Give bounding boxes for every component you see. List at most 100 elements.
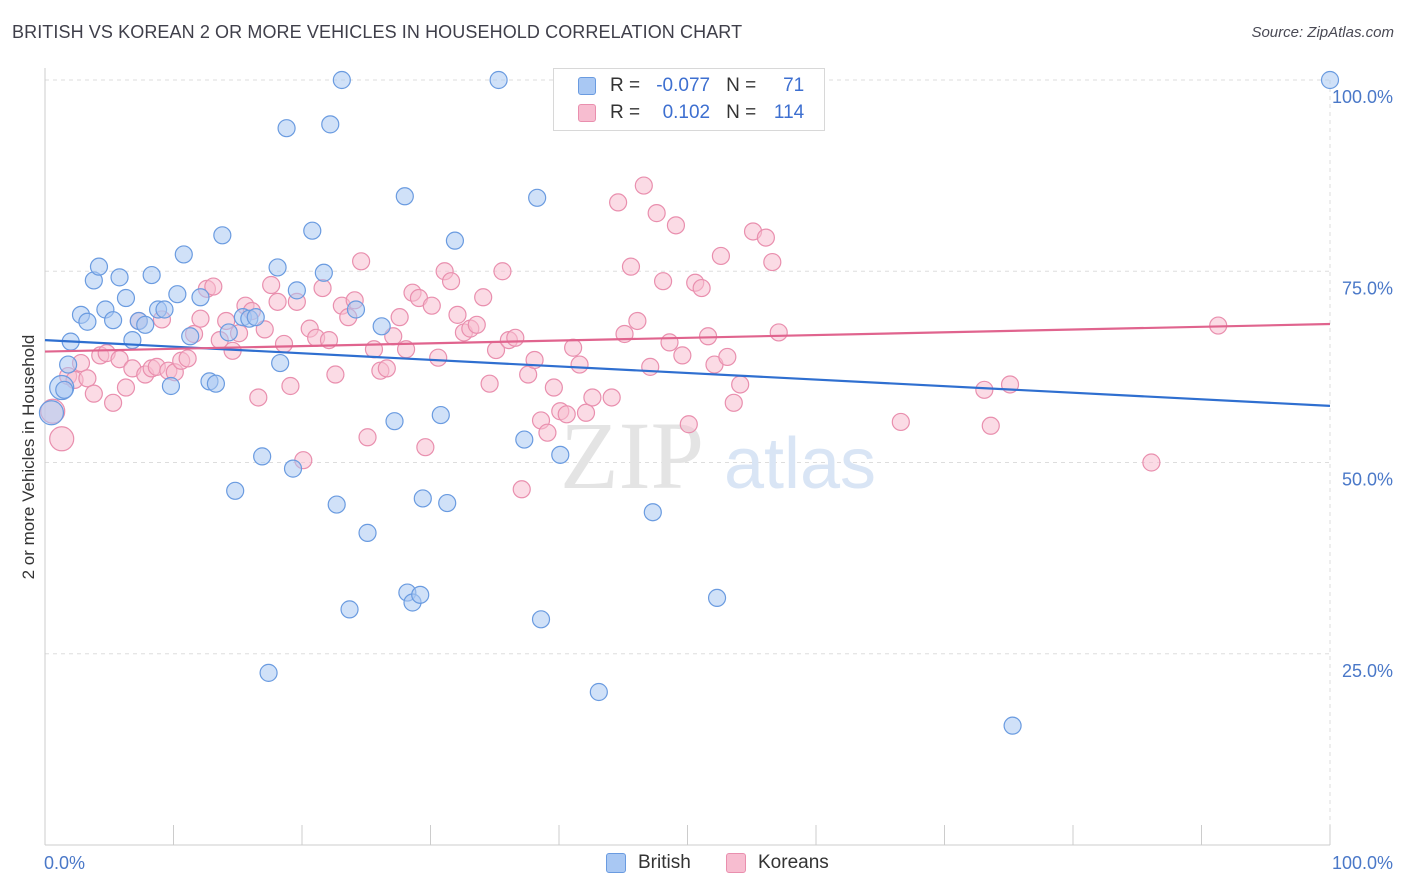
point-british [283,459,303,478]
legend-swatch-british [606,853,626,873]
point-koreans [557,405,576,424]
point-koreans [653,272,673,291]
point-british [89,257,109,276]
point-koreans [255,320,274,339]
point-koreans [358,428,377,447]
point-koreans [506,328,525,347]
point-koreans [628,311,647,331]
point-british [303,221,322,240]
x-tick-label-max: 100.0% [1332,853,1393,873]
point-british [287,281,306,300]
point-british [346,300,366,319]
point-koreans [474,288,493,307]
point-british [531,610,551,629]
point-british [168,285,187,304]
point-koreans [891,412,910,432]
watermark: ZIP atlas [560,402,876,509]
point-koreans [538,423,557,442]
point-british [411,585,430,604]
point-british [643,503,662,522]
point-koreans [49,426,75,452]
point-british [332,70,351,90]
legend-label-koreans: Koreans [758,852,829,873]
point-koreans [544,378,563,397]
y-tick-label: 25.0% [1342,661,1393,681]
correlation-legend: R = -0.077 N = 71 R = 0.102 N = 114 [553,68,825,131]
point-british [372,317,391,336]
point-koreans [769,323,788,342]
point-british [277,119,296,138]
source-label: Source: ZipAtlas.com [1251,24,1394,41]
point-british [174,245,193,264]
point-koreans [84,384,103,403]
point-koreans [281,376,300,396]
x-tick-label-min: 0.0% [44,853,85,873]
y-tick-label: 100.0% [1332,87,1393,107]
legend-row-british: R = -0.077 N = 71 [578,73,804,99]
point-british [589,682,608,702]
point-koreans [493,262,512,281]
point-british [1003,716,1022,735]
point-koreans [262,275,281,295]
legend-row-koreans: R = 0.102 N = 114 [578,100,804,126]
trend-line-british [44,339,1331,407]
point-british [413,489,432,508]
n-value: 114 [773,102,805,123]
point-koreans [634,176,653,195]
point-koreans [609,193,628,212]
point-koreans [78,369,97,388]
point-british [321,115,340,134]
point-koreans [692,278,711,298]
series-legend: British Koreans [0,852,1406,878]
point-british [110,268,129,287]
point-koreans [621,257,641,276]
point-british [123,331,142,350]
point-british [226,481,245,500]
point-koreans [204,277,223,296]
point-koreans [448,305,467,324]
legend-label-british: British [638,852,691,873]
point-british [489,70,508,90]
point-koreans [313,278,332,298]
point-koreans [583,388,602,407]
legend-item-british: British [606,852,691,874]
point-koreans [480,374,499,393]
point-british [515,430,534,449]
point-koreans [981,416,1000,435]
point-british [551,445,570,464]
point-koreans [467,315,486,334]
point-british [395,187,414,206]
point-koreans [975,380,994,399]
point-koreans [711,246,731,266]
r-label: R = [610,102,641,123]
point-british [206,374,226,393]
point-koreans [724,393,743,412]
point-british [1320,70,1340,90]
legend-swatch-koreans [726,853,746,873]
point-koreans [602,388,621,407]
point-british [142,265,161,285]
point-koreans [647,204,666,223]
point-british [161,376,181,396]
point-koreans [422,296,441,315]
point-british [445,231,465,250]
point-koreans [326,365,345,384]
point-koreans [191,309,210,328]
point-koreans [756,228,775,247]
point-british [59,355,78,374]
legend-item-koreans: Koreans [726,852,829,874]
point-british [181,327,200,346]
point-british [55,380,74,399]
point-koreans [352,252,371,271]
point-british [219,323,238,342]
watermark-atlas: atlas [724,424,876,504]
point-british [528,188,547,207]
axes [44,68,1331,846]
point-british [246,308,265,327]
point-british [116,288,136,308]
r-value: 0.102 [662,102,711,123]
point-koreans [178,349,197,368]
tick-labels: 100.0% 75.0% 50.0% 25.0% 0.0% 100.0% [44,87,1393,873]
point-british [136,315,155,334]
